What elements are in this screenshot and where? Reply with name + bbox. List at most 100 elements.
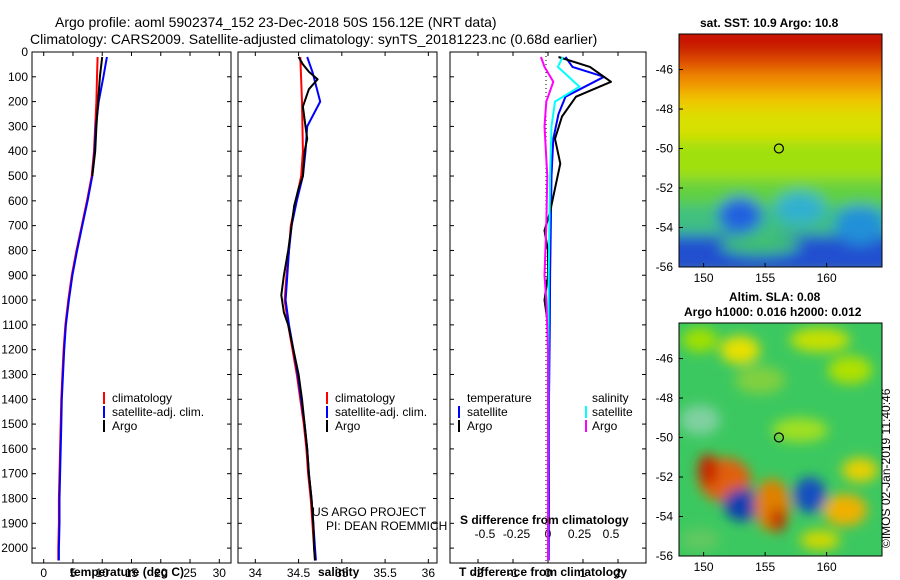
depth-tick-label: 600 bbox=[8, 194, 28, 208]
s-difference-label: S difference from climatology bbox=[460, 513, 629, 527]
depth-tick-label: 1600 bbox=[1, 442, 28, 456]
depth-tick-label: 1100 bbox=[2, 318, 28, 332]
difference-legend-temperature: temperature satellite Argo bbox=[458, 391, 532, 433]
sla-y-ticks: -46 -48 -50 -52 -54 -56 bbox=[656, 352, 683, 563]
temperature-x-tick-label: 5 bbox=[70, 566, 77, 580]
sla-y-tick-label: -50 bbox=[656, 431, 674, 445]
salinity-series-argo bbox=[280, 56, 319, 561]
depth-axis-labels: 0 100 200 300 400 500 600 700 800 900 1000 1100 1200… bbox=[1, 45, 28, 555]
salinity-plot-frame bbox=[237, 51, 438, 564]
sst-map-panel: sat. SST: 10.9 Argo: 10.8 bbox=[656, 16, 883, 285]
temperature-x-tick-label: 0 bbox=[40, 566, 47, 580]
sst-y-tick-label: -56 bbox=[656, 260, 674, 274]
salinity-x-tick-label: 35 bbox=[335, 566, 349, 580]
depth-tick-label: 900 bbox=[8, 268, 28, 282]
sla-x-ticks: 150 155 160 bbox=[694, 552, 837, 574]
sst-x-tick-label: 160 bbox=[817, 271, 837, 285]
legend-s-satellite-label: satellite bbox=[592, 405, 633, 419]
difference-y-ticks bbox=[450, 51, 646, 549]
sst-map-frame bbox=[678, 33, 883, 268]
temperature-legend: climatology satellite-adj. clim. Argo bbox=[103, 391, 204, 433]
sst-x-ticks: 150 155 160 bbox=[694, 263, 837, 285]
sla-y-tick-label: -54 bbox=[656, 510, 674, 524]
temperature-series-argo bbox=[91, 56, 104, 177]
sla-argo-location-marker bbox=[773, 432, 785, 443]
depth-tick-label: 1400 bbox=[1, 392, 28, 406]
legend-salinity-header: salinity bbox=[592, 391, 629, 405]
depth-tick-label: 800 bbox=[8, 243, 28, 257]
legend-satellite-label: satellite-adj. clim. bbox=[112, 405, 204, 419]
depth-tick-label: 400 bbox=[8, 144, 28, 158]
depth-tick-label: 1700 bbox=[1, 467, 28, 481]
sst-y-tick-label: -50 bbox=[656, 142, 674, 156]
sst-x-tick-label: 150 bbox=[694, 271, 714, 285]
depth-tick-label: 300 bbox=[8, 119, 28, 133]
sst-y-ticks: -46 -48 -50 -52 -54 -56 bbox=[656, 63, 683, 274]
difference-x-tick-label: -2 bbox=[473, 566, 484, 580]
salinity-x-tick-label: 34 bbox=[249, 566, 263, 580]
legend-climatology-label: climatology bbox=[112, 391, 172, 405]
difference-series-s-argo bbox=[540, 56, 555, 561]
depth-tick-label: 1200 bbox=[1, 343, 28, 357]
legend-satellite-label: satellite-adj. clim. bbox=[335, 405, 427, 419]
sst-field bbox=[679, 34, 882, 267]
figure-title-line2: Climatology: CARS2009. Satellite-adjuste… bbox=[30, 31, 597, 47]
sla-x-tick-label: 160 bbox=[817, 560, 837, 574]
legend-temperature-header: temperature bbox=[467, 391, 532, 405]
temperature-x-label: temperature (deg C) bbox=[70, 565, 184, 579]
difference-panel: -2 -1 0 1 2 -0.5 -0.25 0 0.25 0.5 S difference f… bbox=[449, 51, 647, 580]
depth-tick-label: 100 bbox=[8, 70, 28, 84]
sst-y-tick-label: -48 bbox=[656, 102, 674, 116]
difference-x-tick-label: 2 bbox=[615, 566, 622, 580]
sst-argo-location-marker bbox=[773, 143, 785, 154]
salinity-legend: climatology satellite-adj. clim. Argo bbox=[326, 391, 427, 433]
legend-argo-label: Argo bbox=[112, 419, 138, 433]
temperature-plot-frame bbox=[31, 51, 232, 564]
figure-title-line1: Argo profile: aoml 5902374_152 23-Dec-20… bbox=[55, 14, 497, 30]
legend-argo-label: Argo bbox=[335, 419, 361, 433]
temperature-series bbox=[57, 56, 108, 561]
difference-x-tick-label: -1 bbox=[508, 566, 519, 580]
legend-climatology-label: climatology bbox=[335, 391, 395, 405]
temperature-x-tick-label: 30 bbox=[213, 566, 227, 580]
sla-map-title2: Argo h1000: 0.016 h2000: 0.012 bbox=[684, 305, 862, 319]
difference-x-ticks: -2 -1 0 1 2 bbox=[473, 52, 622, 580]
sla-y-tick-label: -52 bbox=[656, 470, 674, 484]
imos-timestamp: ©IMOS 02-Jan-2019 11:40:46 bbox=[879, 388, 893, 548]
sla-map-frame bbox=[678, 322, 883, 557]
difference-series bbox=[540, 56, 612, 561]
depth-tick-label: 2000 bbox=[1, 541, 28, 555]
sst-y-tick-label: -54 bbox=[656, 221, 674, 235]
difference-x-tick-label: 1 bbox=[580, 566, 587, 580]
temperature-x-ticks: 0 5 10 15 20 25 30 bbox=[40, 52, 226, 580]
s-difference-tick-label: 0.5 bbox=[603, 527, 620, 541]
credit-pi: PI: DEAN ROEMMICH bbox=[326, 519, 447, 533]
legend-t-argo-label: Argo bbox=[467, 419, 493, 433]
sla-field bbox=[679, 323, 882, 556]
temperature-panel: 0 5 10 15 20 25 30 temperature (deg C) climato… bbox=[31, 51, 232, 580]
s-difference-tick-label: 0.25 bbox=[568, 527, 592, 541]
sst-y-tick-label: -52 bbox=[656, 181, 674, 195]
salinity-x-ticks: 34 34.5 35 35.5 36 bbox=[249, 52, 435, 580]
depth-tick-label: 0 bbox=[21, 45, 28, 59]
salinity-panel: 34 34.5 35 35.5 36 salinity climatology sate… bbox=[237, 51, 447, 580]
salinity-x-tick-label: 35.5 bbox=[373, 566, 397, 580]
depth-tick-label: 200 bbox=[8, 95, 28, 109]
legend-t-satellite-label: satellite bbox=[467, 405, 508, 419]
difference-s-ticks: -0.5 -0.25 0 0.25 0.5 bbox=[475, 527, 620, 541]
s-difference-tick-label: -0.5 bbox=[475, 527, 496, 541]
sla-y-tick-label: -46 bbox=[656, 352, 674, 366]
salinity-x-label: salinity bbox=[318, 565, 360, 579]
difference-x-tick-label: 0 bbox=[545, 566, 552, 580]
s-difference-tick-label: -0.25 bbox=[503, 527, 531, 541]
temperature-y-ticks bbox=[32, 51, 231, 549]
salinity-series bbox=[280, 56, 322, 561]
depth-tick-label: 1900 bbox=[1, 516, 28, 530]
depth-tick-label: 1500 bbox=[1, 417, 28, 431]
salinity-x-tick-label: 34.5 bbox=[287, 566, 311, 580]
temperature-x-tick-label: 15 bbox=[125, 566, 139, 580]
depth-tick-label: 500 bbox=[8, 169, 28, 183]
sla-map-title1: Altim. SLA: 0.08 bbox=[729, 290, 821, 304]
t-difference-label: T difference from climatology bbox=[459, 565, 627, 579]
credit-project: US ARGO PROJECT bbox=[312, 505, 427, 519]
